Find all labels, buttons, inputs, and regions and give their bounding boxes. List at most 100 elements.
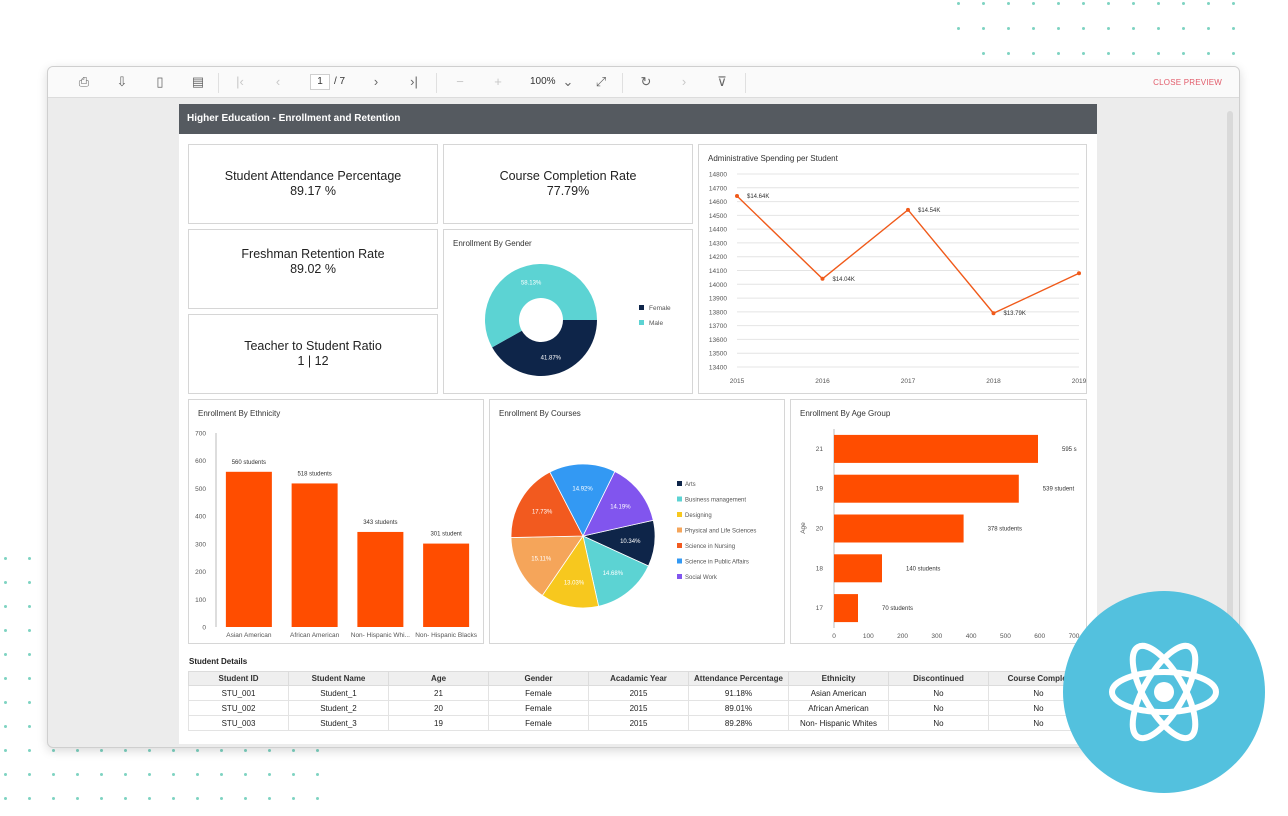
x-tick-label: 2017	[901, 378, 916, 385]
kpi-value: 89.17 %	[290, 184, 336, 198]
kpi-title: Course Completion Rate	[499, 169, 637, 183]
chart-card-courses: Enrollment By Courses 10.34% 14.68% 13.03%…	[489, 399, 785, 644]
print-layout-icon[interactable]: ▤	[191, 74, 205, 89]
slice-label: 14.68%	[603, 571, 624, 577]
y-tick-label: 21	[816, 446, 824, 453]
decor-dot	[1232, 27, 1235, 30]
previous-page-icon[interactable]: ‹	[275, 74, 281, 89]
y-tick-label: 0	[202, 625, 206, 632]
navigate-icon[interactable]: ›	[681, 74, 687, 89]
table-cell: Student_3	[288, 715, 389, 731]
close-preview-button[interactable]: CLOSE PREVIEW	[1153, 78, 1222, 87]
data-label: 560 students	[232, 460, 266, 466]
kpi-card-attendance: Student Attendance Percentage 89.17 %	[188, 144, 438, 224]
data-label: 140 students	[906, 566, 940, 572]
page-view-icon[interactable]: ▯	[156, 74, 164, 89]
decor-dot	[1207, 2, 1210, 5]
decor-dot	[1132, 52, 1135, 55]
x-tick-label: 600	[1034, 633, 1045, 640]
decor-dot	[220, 797, 223, 800]
kpi-title: Freshman Retention Rate	[241, 247, 385, 261]
y-axis-label: Age	[800, 522, 807, 534]
export-icon[interactable]: ⇩	[116, 74, 128, 89]
decor-dot	[28, 605, 31, 608]
gender-donut-chart: 41.87% 58.13% Female Male	[485, 264, 671, 376]
data-label: 595 s	[1062, 447, 1077, 453]
filter-icon[interactable]: ⊽	[717, 74, 727, 89]
chart-title: Enrollment By Gender	[453, 239, 532, 248]
decor-dot	[52, 797, 55, 800]
table-row: STU_002 Student_2 20 Female 2015 89.01% Africa…	[188, 700, 1089, 716]
course-slice	[582, 535, 649, 607]
chart-title: Administrative Spending per Student	[708, 154, 838, 163]
table-cell: 2015	[588, 715, 689, 731]
y-tick-label: 200	[195, 569, 206, 576]
slice-label: 14.19%	[610, 505, 631, 511]
page-total: / 7	[334, 76, 346, 87]
y-tick-label: 14400	[709, 227, 727, 234]
decor-dot	[52, 749, 55, 752]
kpi-value: 77.79%	[546, 184, 590, 198]
courses-pie-chart: 10.34% 14.68% 13.03% 15.11% 17.73% 14.92% 14.1…	[510, 463, 756, 609]
table-cell: 2015	[588, 700, 689, 716]
last-page-icon[interactable]: ›|	[410, 74, 418, 89]
decor-dot	[1182, 2, 1185, 5]
print-icon[interactable]: ⎙	[78, 74, 90, 89]
legend-label: Physical and Life Sciences	[685, 529, 756, 535]
x-tick-label: 700	[1069, 633, 1080, 640]
data-label: 378 students	[988, 527, 1022, 533]
course-slice	[582, 470, 654, 537]
y-tick-label: 14800	[709, 172, 727, 179]
decor-dot	[1032, 52, 1035, 55]
y-tick-label: 13500	[709, 351, 727, 358]
decor-dot	[76, 797, 79, 800]
decor-dot	[28, 677, 31, 680]
table-cell: No	[888, 685, 989, 701]
decor-dot	[316, 749, 319, 752]
legend-swatch	[677, 481, 682, 486]
decor-dot	[292, 773, 295, 776]
column-header: Ethnicity	[788, 671, 889, 686]
chart-title: Enrollment By Courses	[499, 409, 581, 418]
decor-dot	[4, 773, 7, 776]
first-page-icon[interactable]: |‹	[236, 74, 244, 89]
legend-label: Arts	[685, 482, 696, 488]
page-number-input[interactable]: 1	[310, 74, 330, 90]
refresh-icon[interactable]: ↻	[640, 74, 652, 89]
kpi-card-ratio: Teacher to Student Ratio 1 | 12	[188, 314, 438, 394]
table-cell: Female	[488, 685, 589, 701]
column-header: Student ID	[188, 671, 289, 686]
x-tick-label: 400	[966, 633, 977, 640]
data-label: 539 student	[1043, 487, 1075, 493]
decor-dot	[1157, 27, 1160, 30]
decor-dot	[124, 797, 127, 800]
y-tick-label: 14200	[709, 254, 727, 261]
decor-dot	[196, 749, 199, 752]
x-tick-label: Asian American	[226, 632, 272, 639]
zoom-level-dropdown[interactable]: 100%	[530, 76, 556, 87]
ethnicity-bar-chart: 0 100 200 300 400 500 600 700 560 students Asian …	[195, 431, 478, 640]
data-label: $13.79K	[1004, 311, 1026, 317]
kpi-card-completion: Course Completion Rate 77.79%	[443, 144, 693, 224]
decor-dot	[316, 797, 319, 800]
x-tick-label: 200	[897, 633, 908, 640]
table-cell: 20	[388, 700, 489, 716]
spending-line-chart: 13400 13500 13600 13700 13800 13900 14000 14100…	[709, 172, 1086, 386]
fit-page-icon[interactable]: ⤢	[595, 74, 607, 89]
chevron-down-icon[interactable]: ⌄	[562, 74, 574, 89]
ethnicity-bar	[225, 471, 272, 627]
decor-dot	[1032, 2, 1035, 5]
decor-dot	[1007, 52, 1010, 55]
zoom-out-icon[interactable]: −	[456, 74, 464, 89]
y-tick-label: 18	[816, 565, 824, 572]
next-page-icon[interactable]: ›	[373, 74, 379, 89]
y-tick-label: 20	[816, 526, 824, 533]
decor-dot	[1057, 52, 1060, 55]
decor-dot	[28, 773, 31, 776]
decor-dot	[220, 773, 223, 776]
zoom-in-icon[interactable]: +	[494, 74, 502, 89]
vertical-scrollbar[interactable]	[1227, 111, 1233, 671]
decor-dot	[124, 749, 127, 752]
decor-dot	[1232, 52, 1235, 55]
decor-dot	[172, 797, 175, 800]
